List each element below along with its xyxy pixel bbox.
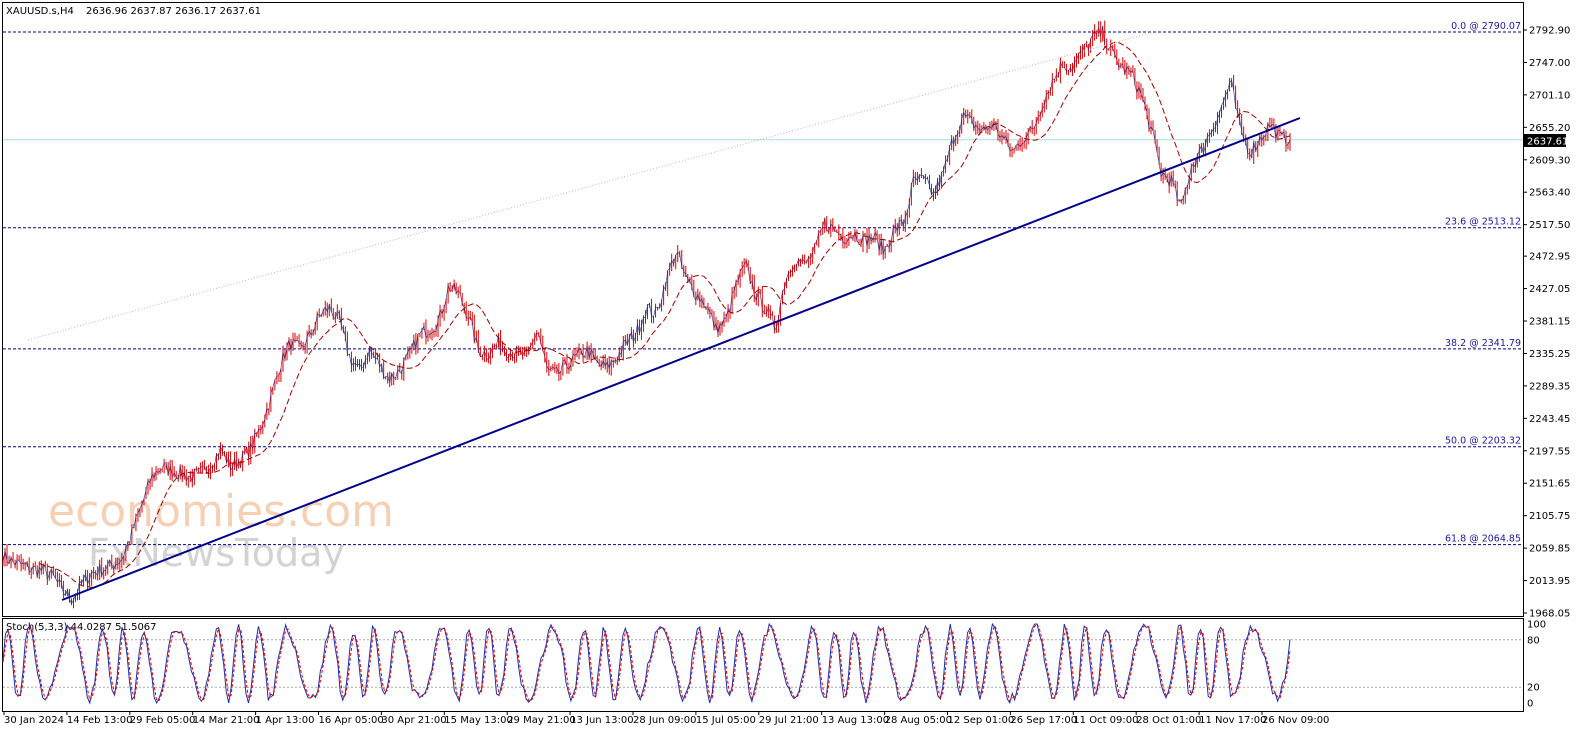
time-axis-label: 14 Feb 13:00	[67, 715, 133, 726]
fib-level-label: 38.2 @ 2341.79	[1445, 338, 1521, 349]
time-axis-label: 11 Nov 17:00	[1199, 715, 1266, 726]
time-axis-label: 13 Jun 13:00	[570, 715, 634, 726]
time-axis-label: 28 Oct 01:00	[1136, 715, 1201, 726]
moving-average-line	[39, 41, 1291, 588]
time-axis-label: 30 Jan 2024	[4, 715, 64, 726]
time-axis-label: 26 Nov 09:00	[1262, 715, 1329, 726]
fib-level-label: 50.0 @ 2203.32	[1445, 436, 1521, 447]
price-axis-label: 2427.05	[1529, 284, 1570, 295]
stoch-signal-line	[2, 623, 1291, 702]
time-axis-label: 26 Sep 17:00	[1010, 715, 1077, 726]
fibonacci-layer: 0.0 @ 2790.07 23.6 @ 2513.12 38.2 @ 2341.7…	[3, 21, 1523, 546]
time-axis-label: 16 Apr 05:00	[319, 715, 384, 726]
price-axis-label: 2151.65	[1529, 479, 1570, 490]
price-axis-label: 2747.00	[1529, 58, 1570, 69]
stoch-axis-label: 80	[1527, 635, 1540, 646]
fib-level-label: 0.0 @ 2790.07	[1451, 21, 1521, 32]
time-axis-label: 1 Apr 13:00	[256, 715, 315, 726]
price-axis: 2792.90 2747.00 2701.10 2655.20 2609.30 2563.…	[1523, 26, 1570, 620]
price-axis-label: 2517.50	[1529, 220, 1570, 231]
time-axis-label: 29 May 21:00	[507, 715, 576, 726]
price-axis-label: 2472.95	[1529, 252, 1570, 263]
price-axis-label: 2655.20	[1529, 123, 1570, 134]
price-axis-label: 2563.40	[1529, 188, 1570, 199]
watermark-fxnewstoday: FxNewsToday	[88, 531, 345, 575]
price-series-layer	[2, 20, 1291, 609]
time-axis-label: 15 May 13:00	[444, 715, 513, 726]
fib-level-label: 23.6 @ 2513.12	[1445, 217, 1521, 228]
price-axis-label: 2013.95	[1529, 576, 1570, 587]
time-axis-label: 29 Feb 05:00	[130, 715, 196, 726]
time-axis-label: 13 Aug 13:00	[822, 715, 889, 726]
price-axis-label: 2335.25	[1529, 349, 1570, 360]
fib-level-label: 61.8 @ 2064.85	[1445, 534, 1521, 545]
stoch-panel-frame	[2, 618, 1524, 712]
stoch-axis-label: 20	[1527, 683, 1540, 694]
time-axis-label: 29 Jul 21:00	[759, 715, 819, 726]
chart-symbol: XAUUSD.s,H4	[6, 6, 74, 17]
price-axis-label: 2701.10	[1529, 90, 1570, 101]
price-axis-label: 2289.35	[1529, 381, 1570, 392]
time-axis-label: 15 Jul 05:00	[696, 715, 756, 726]
fib-projection-line	[27, 32, 1151, 341]
time-axis-label: 28 Jun 09:00	[633, 715, 697, 726]
price-axis-label: 2381.15	[1529, 317, 1570, 328]
support-trendline	[61, 117, 1301, 601]
price-axis-label: 1968.05	[1529, 609, 1570, 620]
price-axis-label: 2197.55	[1529, 446, 1570, 457]
stoch-label: Stoch(5,3,3) 44.0287 51.5067	[6, 622, 157, 633]
main-chart-frame	[2, 2, 1524, 617]
price-axis-label: 2059.85	[1529, 544, 1570, 555]
time-axis-label: 28 Aug 05:00	[885, 715, 952, 726]
stoch-layer: 100 80 20 0	[2, 620, 1546, 710]
current-price-tag	[1524, 134, 1566, 147]
time-axis-label: 12 Sep 01:00	[948, 715, 1015, 726]
time-axis-label: 30 Apr 21:00	[381, 715, 446, 726]
time-axis-label: 11 Oct 09:00	[1073, 715, 1138, 726]
price-close-line	[2, 25, 1291, 605]
watermark-economies: economies.com	[48, 486, 394, 537]
price-axis-label: 2105.75	[1529, 511, 1570, 522]
stoch-main-line	[2, 622, 1291, 705]
price-axis-label: 2609.30	[1529, 155, 1570, 166]
price-axis-label: 2243.45	[1529, 414, 1570, 425]
stoch-axis-label: 0	[1527, 699, 1533, 710]
time-axis-label: 14 Mar 21:00	[193, 715, 260, 726]
price-axis-label: 2792.90	[1529, 26, 1570, 37]
current-price-tag-text: 2637.61	[1527, 137, 1568, 148]
stoch-axis-label: 100	[1527, 620, 1546, 631]
chart-ohlc: 2636.96 2637.87 2636.17 2637.61	[86, 6, 261, 17]
